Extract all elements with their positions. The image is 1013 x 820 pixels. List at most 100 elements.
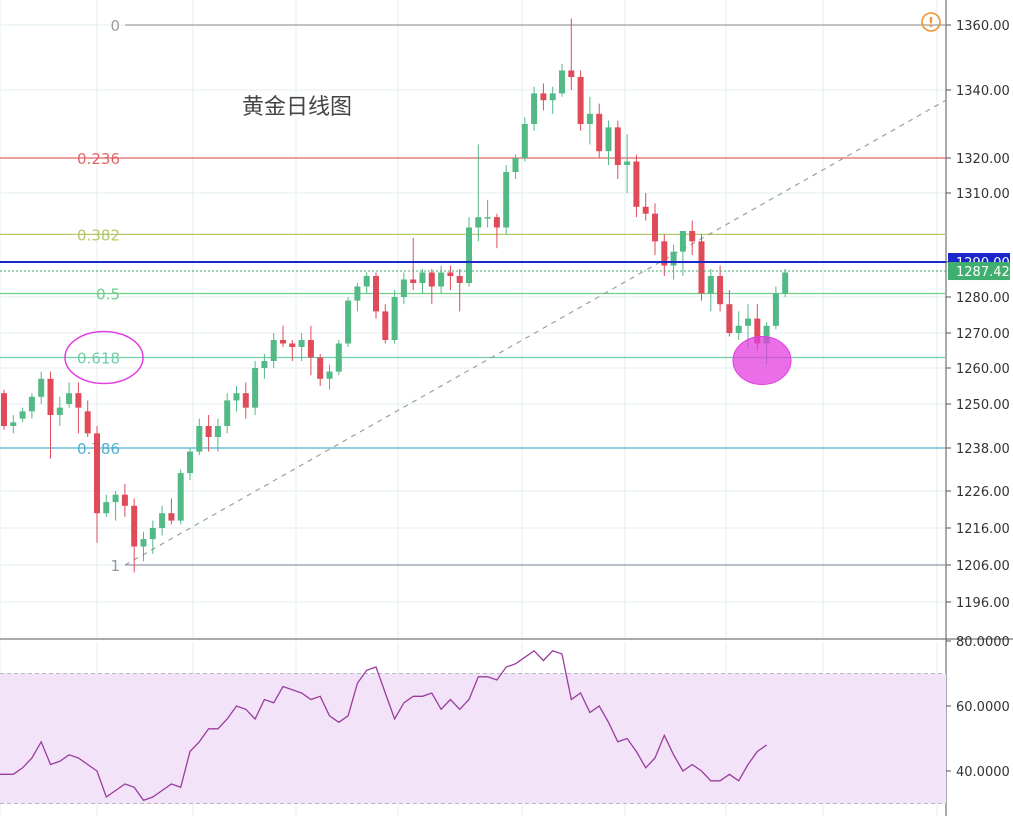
candle-body bbox=[261, 361, 268, 368]
candle-body bbox=[317, 357, 324, 379]
candle-body bbox=[140, 539, 147, 547]
rsi-tick-label: 80.0000 bbox=[956, 635, 1010, 650]
candle-body bbox=[642, 206, 649, 214]
candle-body bbox=[38, 378, 45, 397]
candle-body bbox=[270, 340, 277, 361]
candle-body bbox=[66, 393, 73, 404]
candle-body bbox=[410, 279, 417, 283]
candle-body bbox=[754, 318, 761, 344]
candle-body bbox=[745, 318, 751, 326]
candle-body bbox=[382, 311, 389, 340]
axis-tick-label: 1206.00 bbox=[956, 559, 1010, 574]
candle-body bbox=[447, 272, 454, 276]
candle-body bbox=[94, 433, 100, 514]
axis-tick-label: 1238.00 bbox=[956, 442, 1010, 457]
rsi-tick-label: 40.0000 bbox=[956, 765, 1010, 780]
highlight-ellipse-filled bbox=[732, 336, 792, 385]
trend-line bbox=[124, 99, 947, 566]
candle-body bbox=[224, 400, 231, 426]
candle-body bbox=[679, 230, 686, 252]
candle-body bbox=[335, 343, 342, 372]
candle-body bbox=[586, 113, 593, 124]
candle-body bbox=[484, 217, 491, 219]
candle-body bbox=[419, 272, 426, 283]
candle-body bbox=[605, 127, 612, 152]
candle-body bbox=[549, 93, 556, 101]
candle-body bbox=[568, 70, 575, 77]
candle-body bbox=[735, 325, 742, 333]
candle-body bbox=[187, 451, 193, 474]
candle-body bbox=[168, 513, 175, 521]
rsi-band bbox=[0, 673, 946, 804]
candle-body bbox=[214, 426, 221, 437]
candle-body bbox=[596, 113, 603, 152]
axis-tick-label: 1310.00 bbox=[956, 187, 1010, 202]
candle-body bbox=[56, 407, 63, 415]
axis-tick-label: 1270.00 bbox=[956, 327, 1010, 342]
candle-body bbox=[531, 93, 538, 124]
axis-tick-label: 1360.00 bbox=[956, 19, 1010, 34]
candle-body bbox=[400, 279, 407, 297]
fib-label: 0 bbox=[110, 17, 120, 35]
candle-body bbox=[19, 411, 26, 419]
candle-body bbox=[698, 241, 705, 294]
candle-body bbox=[633, 161, 640, 207]
candle-body bbox=[373, 276, 379, 312]
candle-body bbox=[149, 528, 156, 540]
warning-circle bbox=[921, 12, 941, 32]
rsi-panel: 80.0000 60.0000 40.0000 bbox=[0, 635, 1010, 804]
candle-body bbox=[391, 297, 398, 340]
candle-body bbox=[233, 393, 240, 401]
candle-body bbox=[559, 70, 565, 94]
candle-body bbox=[84, 411, 91, 434]
candle-body bbox=[298, 340, 305, 347]
candle-body bbox=[112, 494, 119, 503]
candle-body bbox=[103, 502, 110, 514]
axis-tick-label: 1280.00 bbox=[956, 291, 1010, 306]
candle-body bbox=[726, 304, 733, 333]
axis-tick-label: 1216.00 bbox=[956, 522, 1010, 537]
candle-body bbox=[252, 368, 259, 408]
candle-body bbox=[354, 286, 361, 301]
candle-body bbox=[326, 371, 333, 379]
fib-label: 0.618 bbox=[77, 350, 120, 368]
candlesticks bbox=[1, 18, 789, 573]
candle-body bbox=[428, 272, 435, 287]
axis-tick-label: 1196.00 bbox=[956, 596, 1010, 611]
trend-line bbox=[124, 99, 947, 566]
candle-body bbox=[121, 494, 128, 506]
warning-mark: ! bbox=[928, 16, 934, 31]
candle-body bbox=[345, 300, 352, 344]
candle-body bbox=[717, 276, 724, 305]
candle-body bbox=[493, 217, 500, 228]
candle-body bbox=[47, 378, 54, 415]
candle-body bbox=[456, 276, 463, 283]
price-axis: 1360.00 1340.00 1320.00 1310.00 1280.00 1270.… bbox=[946, 19, 1010, 611]
candle-body bbox=[289, 343, 296, 347]
candle-body bbox=[661, 241, 668, 266]
axis-tick-label: 1260.00 bbox=[956, 362, 1010, 377]
candle-body bbox=[772, 293, 779, 326]
candle-body bbox=[475, 217, 482, 228]
candle-body bbox=[363, 276, 370, 287]
candle-body bbox=[75, 393, 82, 408]
current-price-tag-label: 1287.42 bbox=[956, 265, 1010, 280]
candle-body bbox=[689, 230, 696, 242]
candle-body bbox=[307, 340, 314, 358]
candle-body bbox=[614, 127, 621, 165]
candle-body bbox=[540, 93, 547, 101]
highlight-ellipse bbox=[64, 330, 144, 385]
current-price-tag bbox=[948, 262, 1010, 281]
fib-label: 0.236 bbox=[77, 150, 120, 168]
annotations: ! bbox=[64, 12, 941, 385]
candle-body bbox=[521, 124, 528, 158]
candle-body bbox=[177, 473, 184, 521]
candle-body bbox=[196, 426, 203, 452]
fib-label: 0.5 bbox=[96, 286, 120, 304]
candle-body bbox=[1, 393, 7, 426]
candle-body bbox=[28, 396, 35, 412]
candle-body bbox=[438, 272, 445, 287]
candle-body bbox=[652, 213, 658, 242]
